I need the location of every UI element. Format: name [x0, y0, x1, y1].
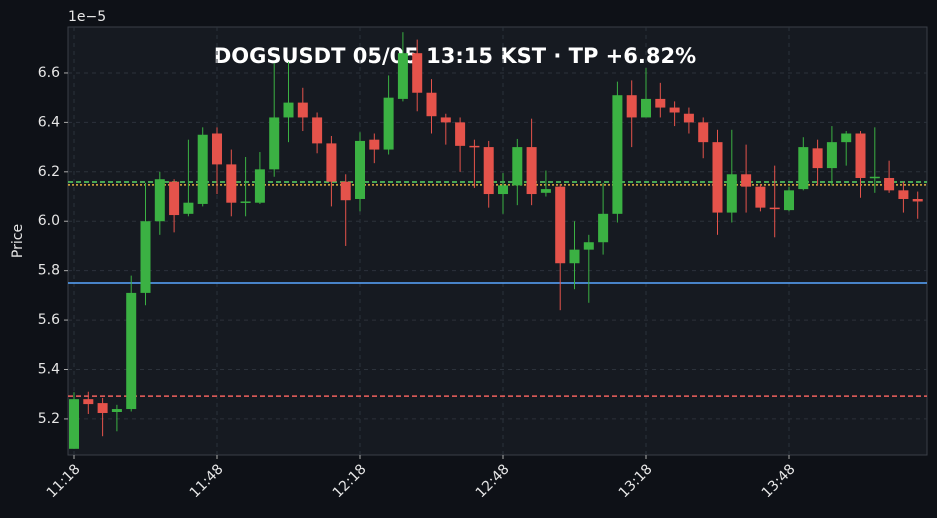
candle-body: [812, 148, 823, 169]
candle-body: [755, 186, 766, 208]
candle-body: [884, 177, 895, 191]
candle-body: [440, 117, 451, 123]
candle-body: [269, 117, 280, 170]
candle-body: [569, 249, 580, 264]
y-tick-label: 6.2: [38, 164, 60, 180]
candle-body: [798, 147, 809, 190]
candle-body: [655, 98, 666, 108]
x-tick-label: 12:48: [473, 461, 513, 501]
y-tick-label: 5.8: [38, 263, 60, 279]
candle-body: [297, 102, 308, 118]
candle-body: [126, 292, 137, 410]
candle-body: [483, 147, 494, 195]
candle-body: [283, 102, 294, 118]
candle-body: [683, 113, 694, 123]
candle-body: [669, 107, 680, 113]
y-tick-label: 5.6: [38, 312, 60, 328]
y-offset-label: 1e−5: [68, 9, 106, 25]
y-tick-label: 6.6: [38, 65, 60, 81]
candle-body: [154, 179, 165, 222]
candle-body: [97, 403, 108, 413]
candle-body: [183, 202, 194, 214]
x-tick-label: 12:18: [330, 461, 370, 501]
candle-body: [698, 122, 709, 143]
x-tick-label: 11:18: [44, 461, 84, 501]
candle-body: [612, 95, 623, 214]
y-tick-label: 6.4: [38, 114, 60, 130]
plot-area: [67, 26, 928, 456]
candle-body: [869, 176, 880, 179]
candle-body: [169, 181, 180, 216]
candle-body: [355, 140, 366, 199]
candle-body: [83, 399, 94, 405]
candle-body: [397, 53, 408, 99]
candle-body: [726, 174, 737, 213]
candle-body: [498, 185, 509, 195]
candle-body: [240, 201, 251, 203]
x-tick-label: 13:18: [616, 461, 656, 501]
candle-body: [626, 95, 637, 118]
candle-body: [226, 164, 237, 203]
candle-body: [140, 221, 151, 293]
candle-body: [383, 97, 394, 150]
candle-body: [412, 53, 423, 93]
candle-body: [841, 133, 852, 143]
candle-body: [912, 198, 923, 202]
candle-body: [540, 189, 551, 193]
candle-body: [855, 133, 866, 178]
y-tick-label: 5.2: [38, 411, 60, 427]
candle-body: [826, 142, 837, 169]
candle-body: [455, 122, 466, 146]
candle-body: [769, 207, 780, 210]
candle-body: [426, 92, 437, 117]
candle-body: [526, 147, 537, 195]
chart-title: DOGSUSDT 05/05 13:15 KST · TP +6.82%: [214, 44, 696, 68]
candle-body: [641, 98, 652, 118]
candle-body: [598, 213, 609, 243]
candle-body: [784, 190, 795, 211]
x-tick-label: 13:48: [759, 461, 799, 501]
candle-body: [741, 174, 752, 187]
candle-body: [326, 143, 337, 182]
candle-body: [312, 117, 323, 144]
candle-body: [340, 181, 351, 201]
candle-body: [555, 186, 566, 264]
candle-body: [512, 147, 523, 186]
candle-body: [469, 145, 480, 148]
x-tick-label: 11:48: [187, 461, 227, 501]
candle-body: [111, 409, 122, 413]
candle-body: [254, 169, 265, 203]
candle-body: [898, 190, 909, 199]
y-tick-label: 5.4: [38, 361, 60, 377]
candle-body: [212, 133, 223, 165]
candle-body: [69, 399, 80, 449]
y-axis-label: Price: [10, 224, 26, 258]
candle-body: [369, 139, 380, 150]
candle-body: [197, 134, 208, 204]
candle-body: [583, 242, 594, 250]
y-tick-label: 6.0: [38, 213, 60, 229]
candle-body: [712, 142, 723, 213]
